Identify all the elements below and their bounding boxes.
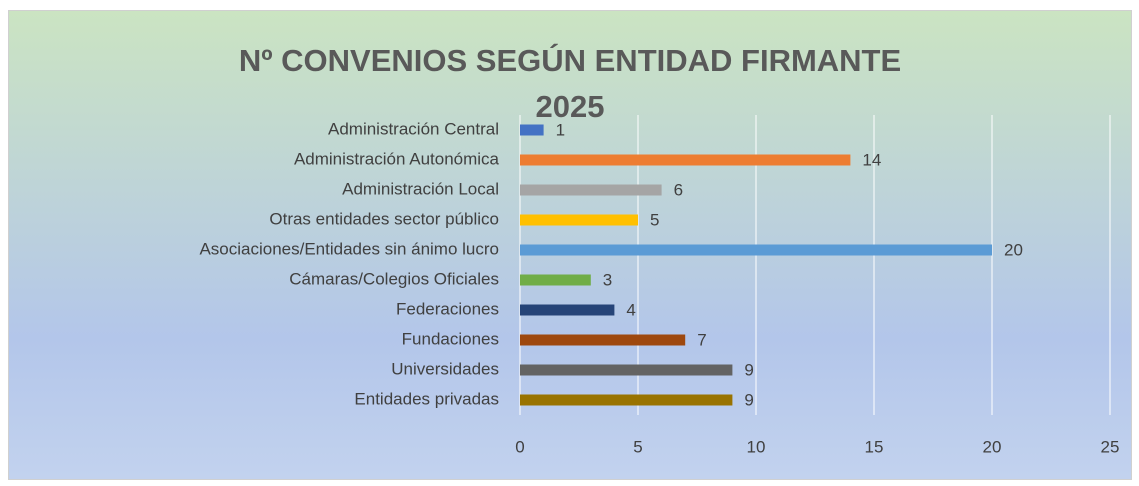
- y-tick-label: Cámaras/Colegios Oficiales: [289, 269, 499, 288]
- y-tick-label: Administración Local: [342, 179, 499, 198]
- chart-title: Nº CONVENIOS SEGÚN ENTIDAD FIRMANTE 2025: [238, 43, 902, 124]
- bar: [520, 394, 733, 406]
- y-tick-label: Universidades: [391, 359, 499, 378]
- x-tick-label: 20: [983, 437, 1002, 456]
- data-label: 5: [650, 210, 659, 229]
- bar: [520, 124, 544, 136]
- data-label: 9: [744, 360, 753, 379]
- data-label: 6: [674, 180, 683, 199]
- y-tick-label: Otras entidades sector público: [269, 209, 499, 228]
- x-tick-label: 5: [633, 437, 642, 456]
- x-tick-label: 15: [865, 437, 884, 456]
- y-tick-label: Administración Central: [328, 119, 499, 138]
- data-label: 9: [744, 390, 753, 409]
- data-label: 4: [626, 300, 635, 319]
- bar: [520, 184, 662, 196]
- bar: [520, 364, 733, 376]
- data-label: 3: [603, 270, 612, 289]
- y-tick-label: Entidades privadas: [354, 389, 499, 408]
- data-label: 20: [1004, 240, 1023, 259]
- x-tick-label: 25: [1101, 437, 1120, 456]
- bar: [520, 334, 686, 346]
- y-tick-label: Fundaciones: [402, 329, 499, 348]
- x-tick-label: 10: [747, 437, 766, 456]
- data-label: 1: [556, 120, 565, 139]
- x-tick-label: 0: [515, 437, 524, 456]
- data-label: 14: [862, 150, 881, 169]
- bar: [520, 154, 851, 166]
- data-label: 7: [697, 330, 706, 349]
- bar: [520, 304, 615, 316]
- bar: [520, 274, 591, 286]
- y-tick-label: Asociaciones/Entidades sin ánimo lucro: [199, 239, 499, 258]
- bar: [520, 214, 638, 226]
- bar: [520, 244, 992, 256]
- y-tick-label: Federaciones: [396, 299, 499, 318]
- y-tick-label: Administración Autonómica: [294, 149, 500, 168]
